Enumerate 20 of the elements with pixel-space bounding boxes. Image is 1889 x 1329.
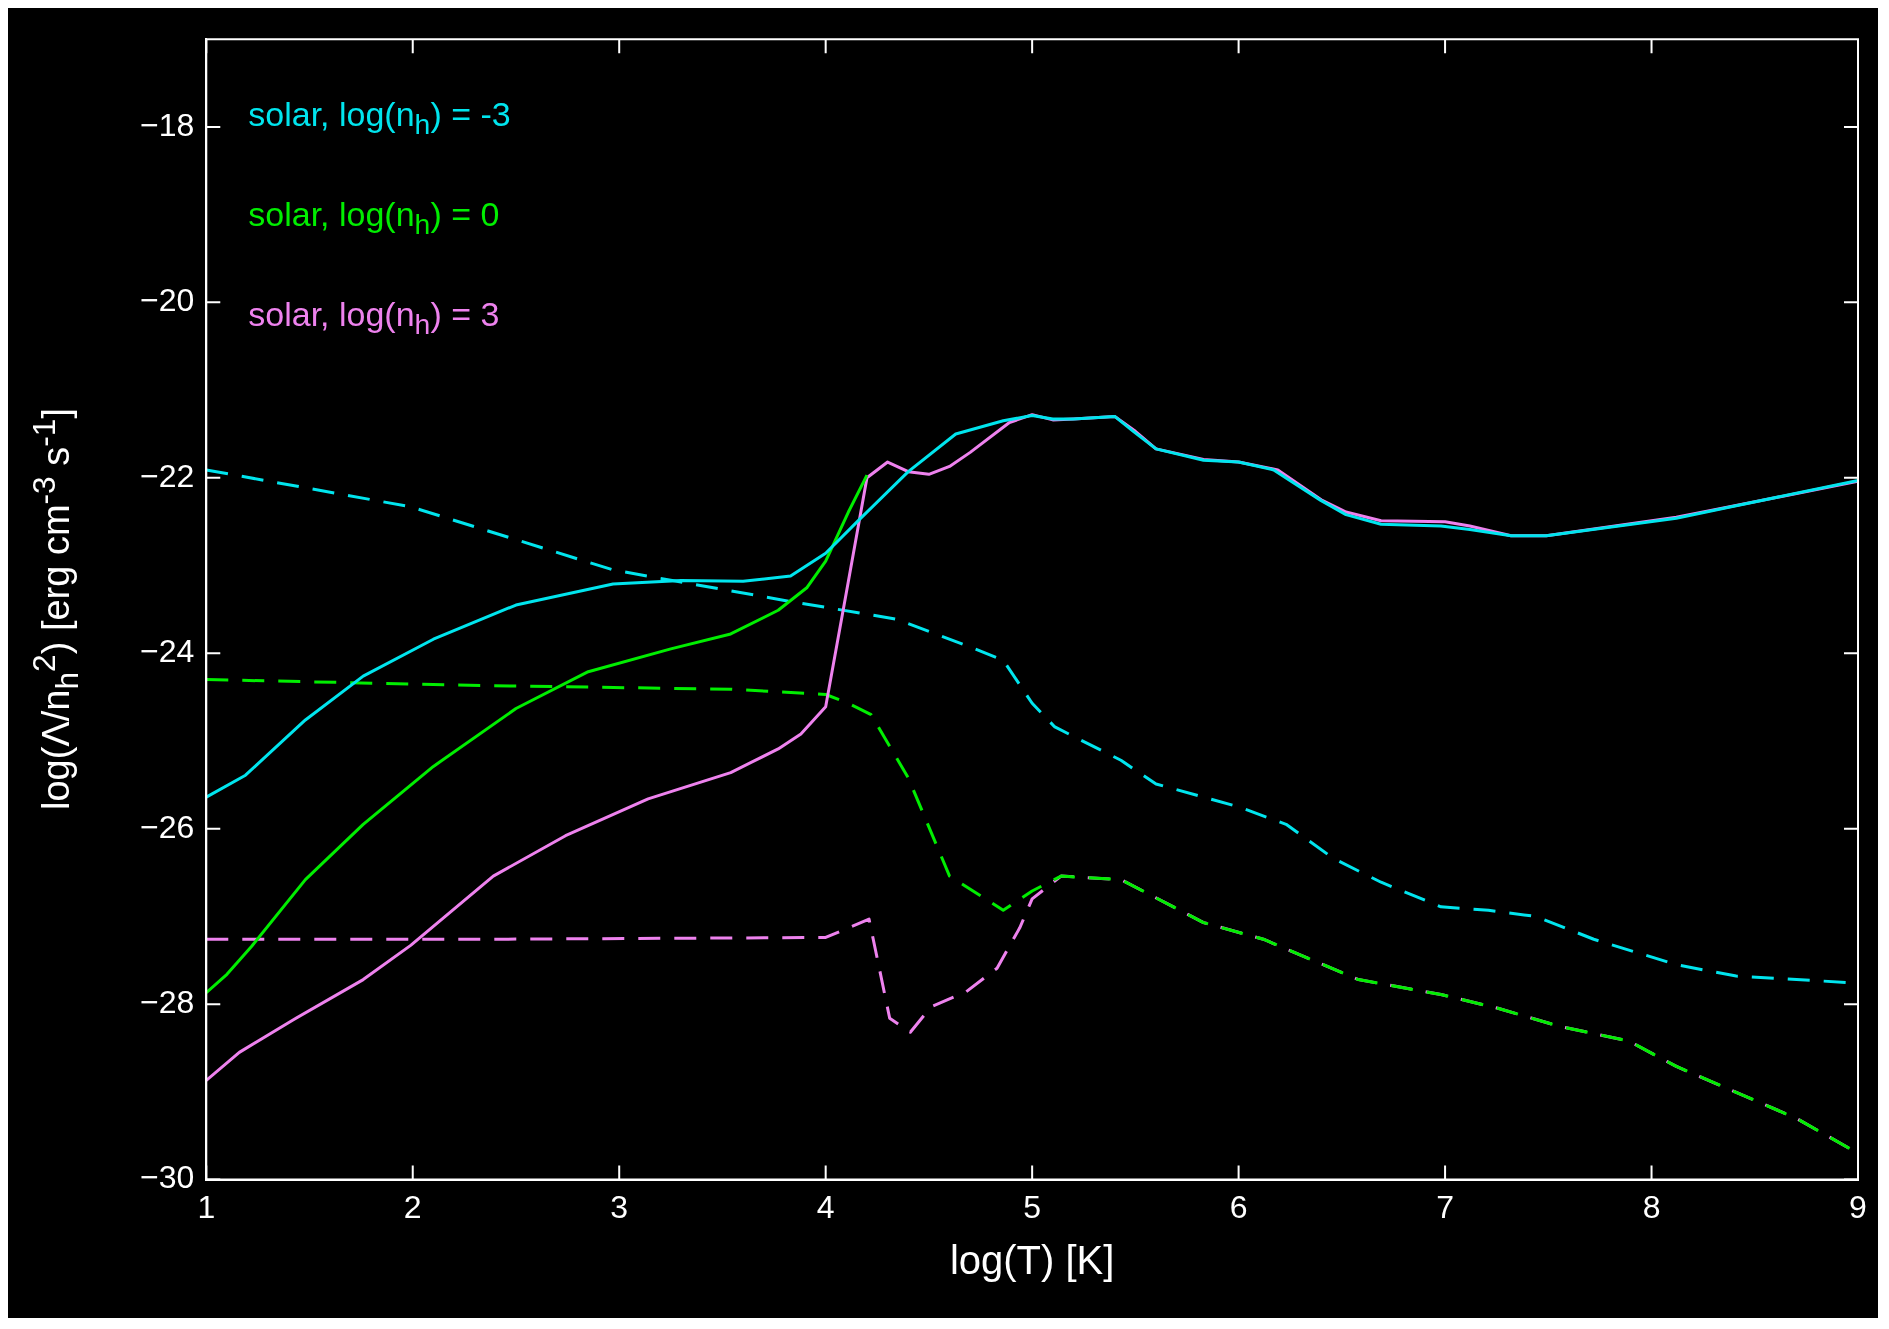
x-tick-label: 3: [610, 1188, 629, 1225]
x-axis-title: log(T) [K]: [948, 1237, 1116, 1283]
y-tick-label: −24: [140, 633, 195, 670]
text: solar, log(n$_{h}$) = 3: [248, 293, 501, 342]
y-tick-label: −26: [140, 808, 195, 845]
y-tick-label: −18: [140, 106, 195, 143]
x-tick-label: 6: [1229, 1188, 1248, 1225]
y-tick-label: −22: [140, 457, 195, 494]
x-tick-label: 2: [403, 1188, 422, 1225]
y-tick-label: −20: [140, 282, 195, 319]
x-tick-label: 8: [1642, 1188, 1661, 1225]
x-tick-label: 4: [816, 1188, 835, 1225]
x-tick-label: 9: [1849, 1188, 1867, 1225]
text: solar, log(n$_{h}$) = -3: [248, 94, 511, 142]
text: solar, log(n$_{h}$) = 0: [248, 194, 501, 242]
x-tick-label: 7: [1436, 1188, 1454, 1225]
x-tick-label: 1: [197, 1188, 216, 1225]
y-tick-label: −30: [140, 1159, 195, 1196]
y-tick-label: −28: [140, 983, 195, 1020]
x-tick-label: 5: [1023, 1188, 1042, 1225]
